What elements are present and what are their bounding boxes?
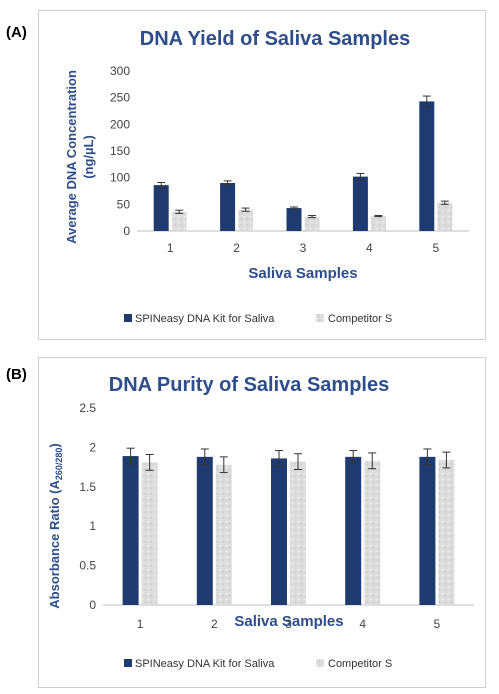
yield-bar-spineasy	[352, 176, 368, 231]
panel-label-b: (B)	[6, 366, 27, 383]
purity-x-tick-label: 1	[137, 617, 144, 631]
purity-bar-spineasy	[345, 456, 362, 605]
purity-x-axis-title: Saliva Samples	[234, 613, 343, 630]
purity-legend-swatch-spineasy	[124, 659, 132, 667]
yield-legend-swatch-competitor	[316, 314, 324, 322]
yield-bar-competitor	[370, 216, 386, 231]
yield-x-tick-label: 4	[366, 241, 373, 255]
purity-y-tick-label: 1.5	[79, 480, 96, 494]
yield-chart: DNA Yield of Saliva Samples Average DNA …	[64, 28, 469, 325]
purity-chart-title: DNA Purity of Saliva Samples	[109, 374, 389, 396]
purity-bar-competitor	[141, 462, 158, 605]
purity-legend-swatch-competitor	[316, 659, 324, 667]
purity-legend-label-competitor: Competitor S	[328, 658, 392, 670]
purity-legend: SPINeasy DNA Kit for Saliva Competitor S	[124, 658, 392, 670]
purity-bar-competitor	[364, 460, 381, 605]
yield-y-tick-label: 300	[110, 64, 130, 78]
purity-chart-frame: DNA Purity of Saliva Samples Absorbance …	[38, 357, 486, 688]
purity-x-tick-label: 5	[434, 617, 441, 631]
purity-y-tick-label: 2.5	[79, 401, 96, 415]
yield-y-tick-label: 150	[110, 144, 130, 158]
purity-chart: DNA Purity of Saliva Samples Absorbance …	[47, 374, 474, 670]
yield-bar-competitor	[171, 211, 187, 231]
purity-y-axis-title-sub: 260/280	[54, 448, 64, 481]
yield-chart-frame: DNA Yield of Saliva Samples Average DNA …	[38, 10, 486, 340]
yield-bar-spineasy	[153, 185, 169, 231]
yield-bar-competitor	[238, 209, 254, 231]
yield-y-axis-title-line2: (ng/µL)	[81, 135, 96, 179]
yield-y-axis-title-line1: Average DNA Concentration	[64, 70, 79, 244]
yield-bar-spineasy	[286, 208, 302, 231]
yield-y-tick-label: 0	[123, 224, 130, 238]
purity-x-tick-label: 4	[359, 617, 366, 631]
purity-y-tick-label: 1	[89, 519, 96, 533]
purity-bar-competitor	[215, 464, 232, 605]
yield-legend-label-spineasy: SPINeasy DNA Kit for Saliva	[135, 313, 275, 325]
panel-label-a: (A)	[6, 24, 27, 41]
purity-bar-competitor	[438, 460, 455, 605]
yield-x-tick-label: 2	[233, 241, 240, 255]
purity-y-axis-title-prefix: Absorbance Ratio (A	[47, 480, 62, 609]
purity-x-tick-label: 2	[211, 617, 218, 631]
purity-bar-spineasy	[196, 456, 213, 605]
yield-x-tick-label: 3	[300, 241, 307, 255]
yield-legend: SPINeasy DNA Kit for Saliva Competitor S	[124, 313, 392, 325]
purity-y-axis-title: Absorbance Ratio (A260/280)	[47, 443, 64, 608]
purity-bar-spineasy	[419, 456, 436, 605]
yield-chart-title: DNA Yield of Saliva Samples	[140, 28, 410, 50]
yield-bar-spineasy	[419, 101, 435, 232]
yield-legend-swatch-spineasy	[124, 314, 132, 322]
purity-y-axis-title-suffix: )	[47, 443, 62, 447]
yield-bar-competitor	[304, 216, 320, 231]
purity-legend-label-spineasy: SPINeasy DNA Kit for Saliva	[135, 658, 275, 670]
purity-bar-competitor	[290, 461, 306, 605]
purity-bar-spineasy	[122, 456, 139, 605]
purity-y-tick-label: 2	[89, 440, 96, 454]
purity-y-tick-label: 0	[89, 598, 96, 612]
yield-y-tick-label: 250	[110, 91, 130, 105]
yield-y-tick-label: 100	[110, 171, 130, 185]
yield-y-tick-label: 50	[117, 197, 131, 211]
yield-bar-spineasy	[220, 183, 236, 231]
yield-y-tick-label: 200	[110, 117, 130, 131]
yield-x-tick-label: 5	[432, 241, 439, 255]
purity-bar-spineasy	[271, 458, 287, 605]
yield-x-tick-label: 1	[167, 241, 174, 255]
yield-bar-competitor	[437, 202, 453, 231]
yield-x-axis-title: Saliva Samples	[248, 265, 357, 282]
purity-x-tick-label: 3	[285, 617, 292, 631]
purity-y-tick-label: 0.5	[79, 559, 96, 573]
yield-legend-label-competitor: Competitor S	[328, 313, 392, 325]
